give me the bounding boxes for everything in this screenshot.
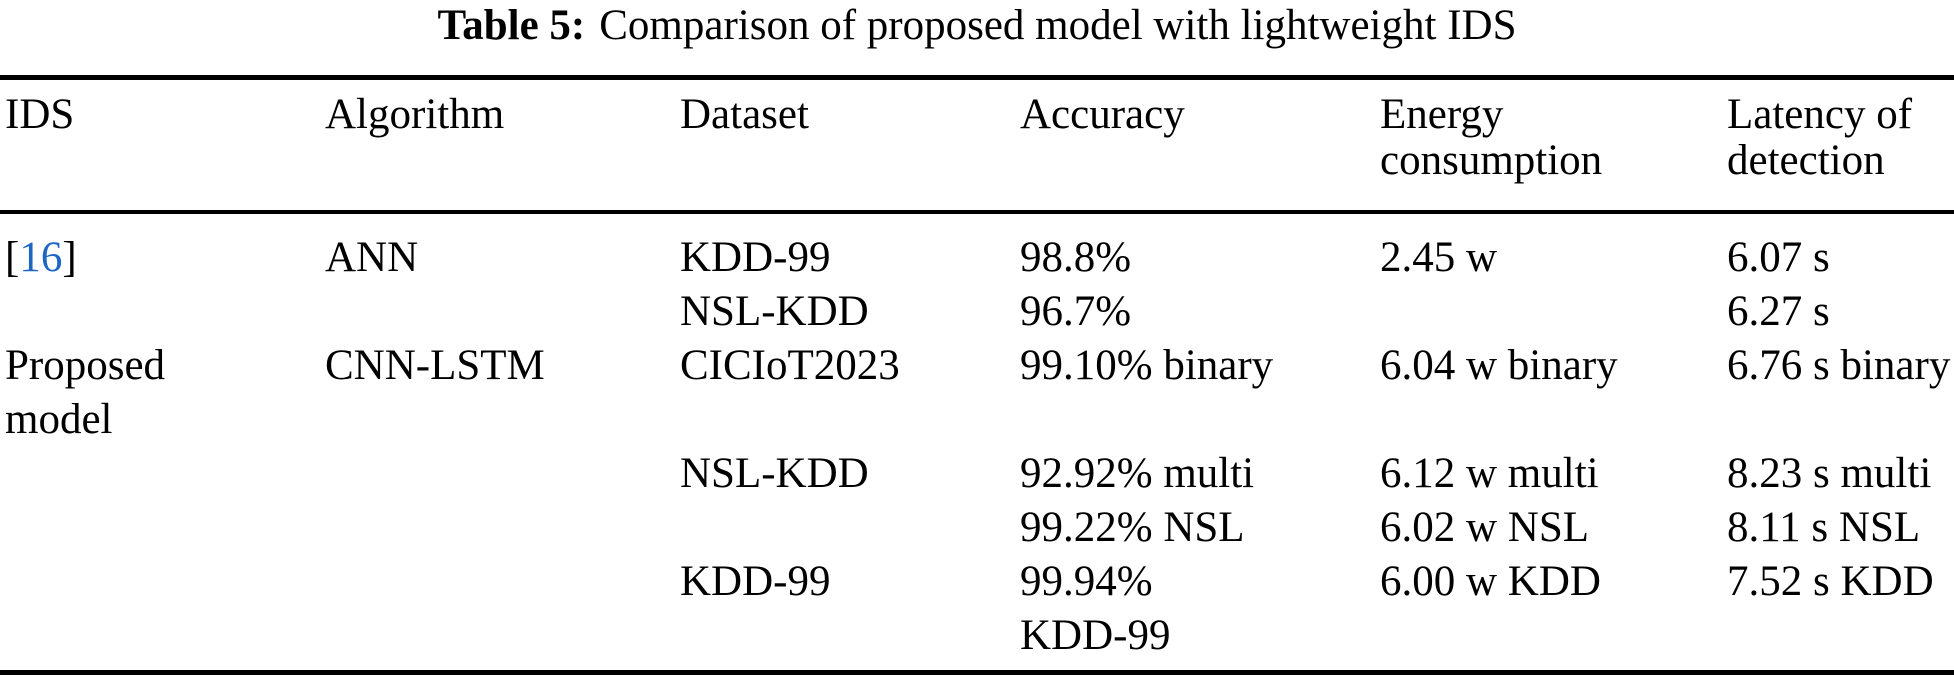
- body-cell-r8-energy: [1380, 609, 1727, 663]
- body-cell-r1-energy: 2.45 w: [1380, 234, 1498, 281]
- column-header-line: Dataset: [680, 91, 809, 138]
- body-cell-r7-accuracy: 99.94%: [1020, 558, 1153, 605]
- body-cell-r8-dataset: [680, 609, 1020, 663]
- body-cell-r3-ids: Proposed: [5, 342, 166, 389]
- body-cell-r5-accuracy: 92.92% multi: [1020, 450, 1255, 497]
- body-cell-r2-energy: [1380, 285, 1727, 339]
- body-cell-r2-ids: [5, 285, 325, 339]
- table-rule-header: [0, 210, 1954, 214]
- body-cell-r8-ids: [5, 609, 325, 663]
- body-cell-r8-algorithm: [325, 609, 680, 663]
- column-header-energy: Energy consumption: [1380, 92, 1727, 184]
- table-caption: Table 5: Comparison of proposed model wit…: [0, 1, 1954, 51]
- body-cell-r7-ids: [5, 555, 325, 609]
- body-cell-r5-dataset: NSL-KDD: [680, 450, 869, 497]
- body-cell-r6-algorithm: [325, 501, 680, 555]
- body-cell-r2-latency: 6.27 s: [1727, 288, 1830, 335]
- column-header-line: Latency of: [1727, 91, 1913, 138]
- column-header-line: detection: [1727, 137, 1885, 184]
- body-cell-r5-algorithm: [325, 447, 680, 501]
- body-cell-r7-dataset: KDD-99: [680, 558, 831, 605]
- body-cell-r8-latency: [1727, 609, 1949, 663]
- column-header-line: Energy: [1380, 91, 1504, 138]
- body-cell-r2-dataset: NSL-KDD: [680, 288, 869, 335]
- column-header-algorithm: Algorithm: [325, 92, 680, 184]
- body-cell-r2-algorithm: [325, 285, 680, 339]
- body-cell-r4-dataset: [680, 393, 1020, 447]
- body-cell-r3-algorithm: CNN-LSTM: [325, 342, 545, 389]
- body-cell-r3-latency: 6.76 s binary: [1727, 342, 1951, 389]
- body-cell-r6-accuracy: 99.22% NSL: [1020, 504, 1245, 551]
- column-header-line: IDS: [5, 91, 75, 138]
- body-cell-r6-ids: [5, 501, 325, 555]
- body-cell-r4-algorithm: [325, 393, 680, 447]
- body-cell-r7-energy: 6.00 w KDD: [1380, 558, 1601, 605]
- table-body: [16] ANN KDD-99 98.8% 2.45 w 6.07 s NSL-KDD 96.…: [5, 231, 1951, 663]
- body-cell-r4-ids: model: [5, 396, 113, 443]
- citation-bracket-close: ]: [62, 234, 77, 281]
- body-cell-r1-dataset: KDD-99: [680, 234, 831, 281]
- body-cell-r7-latency: 7.52 s KDD: [1727, 558, 1934, 605]
- citation-bracket-open: [: [5, 234, 20, 281]
- body-cell-r4-latency: [1727, 393, 1949, 447]
- body-cell-r7-algorithm: [325, 555, 680, 609]
- body-cell-r6-energy: 6.02 w NSL: [1380, 504, 1590, 551]
- table-rule-bottom: [0, 670, 1954, 675]
- body-cell-r2-accuracy: 96.7%: [1020, 288, 1132, 335]
- column-header-latency: Latency of detection: [1727, 92, 1949, 184]
- body-cell-r1-accuracy: 98.8%: [1020, 234, 1132, 281]
- body-cell-r6-dataset: [680, 501, 1020, 555]
- table-header-row: IDS Algorithm Dataset Accuracy Energy consump…: [5, 92, 1949, 184]
- body-cell-r5-latency: 8.23 s multi: [1727, 450, 1932, 497]
- citation-link-16[interactable]: 16: [19, 234, 63, 281]
- body-cell-r3-accuracy: 99.10% binary: [1020, 342, 1274, 389]
- body-cell-r3-energy: 6.04 w binary: [1380, 342, 1618, 389]
- body-cell-r8-accuracy: KDD-99: [1020, 612, 1171, 659]
- body-cell-r1-latency: 6.07 s: [1727, 234, 1830, 281]
- body-cell-r6-latency: 8.11 s NSL: [1727, 504, 1921, 551]
- column-header-ids: IDS: [5, 92, 325, 184]
- body-cell-r1-algorithm: ANN: [325, 234, 419, 281]
- body-cell-r5-energy: 6.12 w multi: [1380, 450, 1599, 497]
- body-cell-r3-dataset: CICIoT2023: [680, 342, 900, 389]
- body-cell-r4-accuracy: [1020, 393, 1380, 447]
- table-caption-label: Table 5:: [437, 2, 586, 49]
- table-caption-text: Comparison of proposed model with lightw…: [599, 2, 1517, 49]
- body-cell-r4-energy: [1380, 393, 1727, 447]
- body-cell-r5-ids: [5, 447, 325, 501]
- body-cell-r1-ids: [16]: [5, 231, 325, 285]
- column-header-accuracy: Accuracy: [1020, 92, 1380, 184]
- table-rule-top: [0, 75, 1954, 80]
- column-header-line: Accuracy: [1020, 91, 1185, 138]
- column-header-dataset: Dataset: [680, 92, 1020, 184]
- column-header-line: Algorithm: [325, 91, 505, 138]
- column-header-line: consumption: [1380, 137, 1603, 184]
